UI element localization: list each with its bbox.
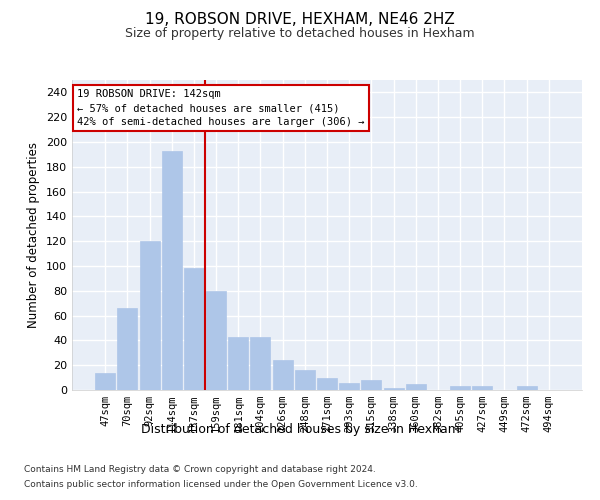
Text: Contains public sector information licensed under the Open Government Licence v3: Contains public sector information licen… (24, 480, 418, 489)
Bar (339, 382, 359, 390)
Bar (228, 336, 248, 390)
Text: Contains HM Land Registry data © Crown copyright and database right 2024.: Contains HM Land Registry data © Crown c… (24, 465, 376, 474)
Bar (317, 378, 337, 390)
Bar (250, 336, 271, 390)
Bar (472, 386, 492, 390)
Bar (450, 386, 470, 390)
Bar (206, 291, 226, 390)
Bar (272, 360, 293, 390)
Bar (383, 388, 404, 390)
Bar (95, 372, 115, 390)
Bar (184, 268, 204, 390)
Y-axis label: Number of detached properties: Number of detached properties (28, 142, 40, 328)
Text: Distribution of detached houses by size in Hexham: Distribution of detached houses by size … (140, 422, 460, 436)
Text: 19 ROBSON DRIVE: 142sqm
← 57% of detached houses are smaller (415)
42% of semi-d: 19 ROBSON DRIVE: 142sqm ← 57% of detache… (77, 90, 365, 128)
Bar (517, 386, 536, 390)
Text: 19, ROBSON DRIVE, HEXHAM, NE46 2HZ: 19, ROBSON DRIVE, HEXHAM, NE46 2HZ (145, 12, 455, 28)
Bar (140, 241, 160, 390)
Bar (295, 370, 315, 390)
Text: Size of property relative to detached houses in Hexham: Size of property relative to detached ho… (125, 28, 475, 40)
Bar (406, 384, 426, 390)
Bar (118, 308, 137, 390)
Bar (162, 150, 182, 390)
Bar (361, 380, 382, 390)
